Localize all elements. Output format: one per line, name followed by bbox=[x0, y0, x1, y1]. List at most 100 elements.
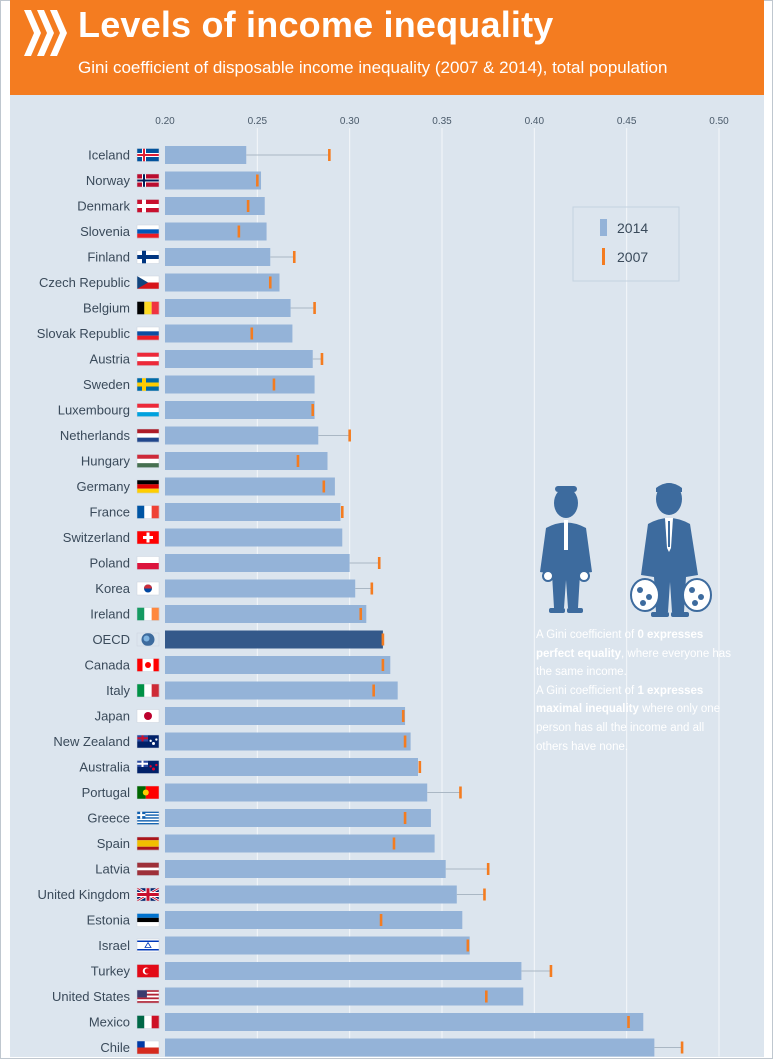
flag-part bbox=[137, 811, 159, 814]
flag-border bbox=[136, 683, 160, 698]
marker-2007 bbox=[680, 1041, 684, 1054]
flag-part bbox=[137, 282, 159, 289]
flag-border bbox=[136, 1040, 160, 1055]
flag-part bbox=[149, 739, 152, 743]
flag-border bbox=[136, 989, 160, 1004]
flag-part bbox=[137, 225, 159, 230]
flag-icon bbox=[136, 836, 160, 851]
marker-2007 bbox=[377, 557, 381, 569]
country-label: Ireland bbox=[90, 607, 130, 622]
marker-2007 bbox=[381, 633, 385, 646]
flag-part bbox=[137, 454, 159, 459]
marker-2007 bbox=[311, 404, 315, 416]
flag-part bbox=[137, 276, 159, 283]
bar-2014 bbox=[165, 273, 280, 292]
country-label: Finland bbox=[87, 250, 130, 265]
marker-2007 bbox=[359, 608, 363, 620]
bar-2014 bbox=[165, 605, 367, 623]
flag-icon bbox=[136, 709, 160, 723]
country-label: Switzerland bbox=[63, 530, 130, 545]
flag-border bbox=[136, 505, 160, 519]
flag-icon bbox=[136, 734, 160, 749]
flag-part bbox=[137, 846, 159, 851]
flag-part bbox=[137, 352, 159, 357]
bar-2014 bbox=[165, 528, 343, 547]
x-axis-ticks: 0.20 0.25 0.30 0.35 0.40 0.45 0.50 bbox=[155, 116, 729, 127]
change-lines bbox=[246, 154, 683, 1048]
marker-2007 bbox=[272, 378, 276, 391]
flag-part bbox=[151, 607, 160, 621]
flag-part bbox=[137, 563, 159, 570]
country-label: Netherlands bbox=[60, 428, 131, 443]
flag-border bbox=[136, 811, 160, 825]
marker-2007 bbox=[268, 276, 272, 289]
flag-icon bbox=[136, 862, 160, 876]
flag-part bbox=[137, 814, 159, 816]
flag-border bbox=[136, 964, 160, 978]
flag-part bbox=[137, 403, 159, 408]
flag-part bbox=[137, 233, 159, 239]
legend-label-2014: 2014 bbox=[617, 220, 648, 236]
flag-icon bbox=[136, 581, 160, 596]
marker-2007 bbox=[348, 429, 351, 442]
flag-icon bbox=[136, 199, 160, 213]
flag-part bbox=[137, 786, 146, 799]
country-label: Denmark bbox=[77, 199, 130, 214]
flag-part bbox=[137, 823, 159, 825]
flag-part bbox=[137, 356, 159, 362]
flag-border bbox=[136, 454, 160, 468]
x-tick-label: 0.50 bbox=[709, 116, 729, 127]
x-tick-label: 0.35 bbox=[432, 116, 452, 127]
flag-part bbox=[137, 327, 159, 332]
country-label: Greece bbox=[87, 811, 130, 826]
flag-part bbox=[137, 407, 159, 413]
flag-icon bbox=[136, 964, 160, 978]
flag-part bbox=[153, 658, 160, 672]
bar-2014 bbox=[165, 146, 247, 164]
flag-part bbox=[137, 821, 159, 824]
bar-2014 bbox=[165, 885, 457, 904]
bar-2014 bbox=[165, 783, 428, 802]
bar-2014 bbox=[165, 1038, 655, 1057]
flag-part bbox=[137, 382, 159, 387]
flag-part bbox=[137, 814, 146, 817]
flag-part bbox=[137, 484, 159, 489]
bar-2014 bbox=[165, 477, 335, 496]
flag-part bbox=[142, 789, 149, 796]
flag-part bbox=[137, 922, 159, 927]
bars-2014 bbox=[165, 146, 655, 1057]
flag-part bbox=[137, 505, 145, 519]
flag-icon bbox=[136, 454, 160, 468]
x-tick-label: 0.20 bbox=[155, 116, 175, 127]
flag-part bbox=[137, 335, 159, 341]
bar-2014 bbox=[165, 503, 341, 521]
flag-part bbox=[155, 738, 158, 741]
flag-icon bbox=[136, 326, 160, 341]
bar-2014 bbox=[165, 324, 293, 343]
flag-part bbox=[137, 331, 159, 336]
bar-2014 bbox=[165, 222, 267, 241]
flag-border bbox=[136, 938, 160, 953]
flag-part bbox=[137, 862, 159, 868]
flag-border bbox=[136, 377, 160, 392]
x-tick-label: 0.30 bbox=[340, 116, 360, 127]
flag-part bbox=[137, 940, 159, 942]
flag-part bbox=[137, 1041, 145, 1048]
country-flags bbox=[136, 148, 160, 1055]
flag-part bbox=[137, 301, 145, 315]
flag-part bbox=[137, 255, 159, 259]
marker-2007 bbox=[403, 735, 407, 748]
flag-icon bbox=[136, 760, 160, 774]
flag-part bbox=[137, 820, 159, 822]
country-label: Estonia bbox=[87, 913, 131, 928]
flag-part bbox=[144, 941, 152, 948]
marker-2007 bbox=[466, 939, 470, 952]
bar-2014 bbox=[165, 732, 411, 751]
flag-border bbox=[136, 913, 160, 927]
country-label: Mexico bbox=[89, 1015, 130, 1030]
flag-part bbox=[137, 870, 159, 876]
flag-part bbox=[155, 763, 158, 767]
flag-part bbox=[137, 993, 159, 996]
country-label: Sweden bbox=[83, 377, 130, 392]
